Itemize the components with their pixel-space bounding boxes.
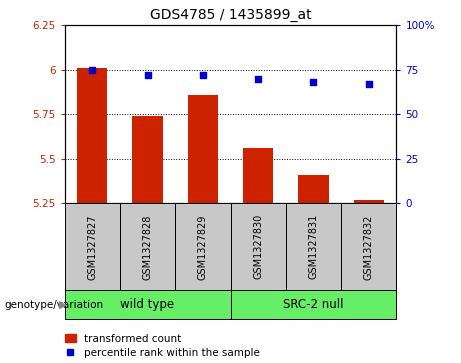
Title: GDS4785 / 1435899_at: GDS4785 / 1435899_at — [150, 8, 311, 22]
Point — [365, 81, 372, 87]
Text: GSM1327827: GSM1327827 — [87, 214, 97, 280]
Bar — [120, 203, 175, 290]
Bar — [230, 290, 396, 319]
Bar — [188, 95, 218, 203]
Text: ▶: ▶ — [59, 300, 67, 310]
Text: GSM1327828: GSM1327828 — [142, 214, 153, 280]
Text: GSM1327832: GSM1327832 — [364, 214, 374, 280]
Bar — [243, 148, 273, 203]
Bar — [65, 203, 120, 290]
Bar — [341, 203, 396, 290]
Bar — [175, 203, 230, 290]
Point — [310, 79, 317, 85]
Point — [199, 72, 207, 78]
Point — [144, 72, 151, 78]
Point — [254, 76, 262, 82]
Bar — [230, 203, 286, 290]
Point — [89, 67, 96, 73]
Text: GSM1327830: GSM1327830 — [253, 214, 263, 280]
Bar — [132, 116, 163, 203]
Bar — [354, 200, 384, 203]
Bar — [77, 68, 107, 203]
Bar — [286, 203, 341, 290]
Bar — [65, 290, 230, 319]
Text: GSM1327829: GSM1327829 — [198, 214, 208, 280]
Text: genotype/variation: genotype/variation — [5, 300, 104, 310]
Text: SRC-2 null: SRC-2 null — [283, 298, 344, 311]
Text: wild type: wild type — [120, 298, 175, 311]
Text: GSM1327831: GSM1327831 — [308, 214, 319, 280]
Legend: transformed count, percentile rank within the sample: transformed count, percentile rank withi… — [65, 334, 260, 358]
Bar — [298, 175, 329, 203]
